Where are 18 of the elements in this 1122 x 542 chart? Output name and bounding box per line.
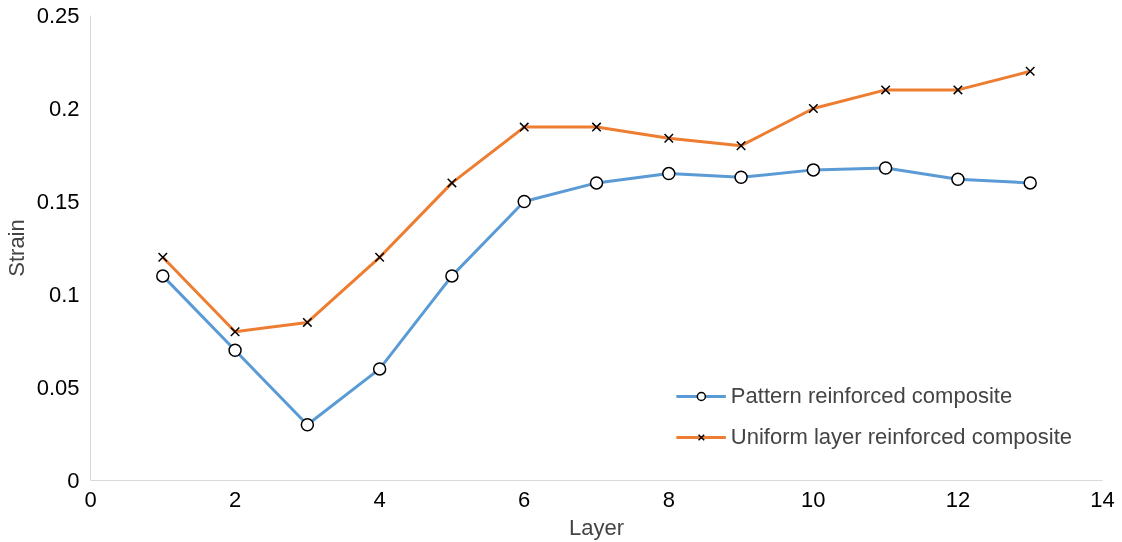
y-tick-label: 0.25 — [36, 3, 80, 28]
x-tick-label: 10 — [801, 486, 826, 512]
x-tick-label: 14 — [1090, 486, 1115, 512]
y-tick-label: 0.1 — [48, 282, 80, 307]
legend-label: Pattern reinforced composite — [730, 383, 1013, 409]
y-axis-title: Strain — [3, 219, 29, 277]
x-tick-label: 6 — [518, 486, 531, 512]
x-tick-label: 4 — [373, 486, 386, 512]
y-tick-label: 0.15 — [36, 189, 80, 214]
x-tick-label: 8 — [662, 486, 675, 512]
x-tick-label: 2 — [228, 486, 242, 512]
y-tick-label: 0.2 — [48, 96, 80, 121]
x-tick-label: 12 — [945, 486, 971, 512]
y-tick-label: 0 — [67, 468, 80, 493]
x-tick-label: 0 — [84, 486, 97, 512]
x-axis-title: Layer — [568, 514, 625, 540]
y-tick-label: 0.05 — [36, 375, 80, 400]
legend-label: Uniform layer reinforced composite — [730, 424, 1072, 450]
